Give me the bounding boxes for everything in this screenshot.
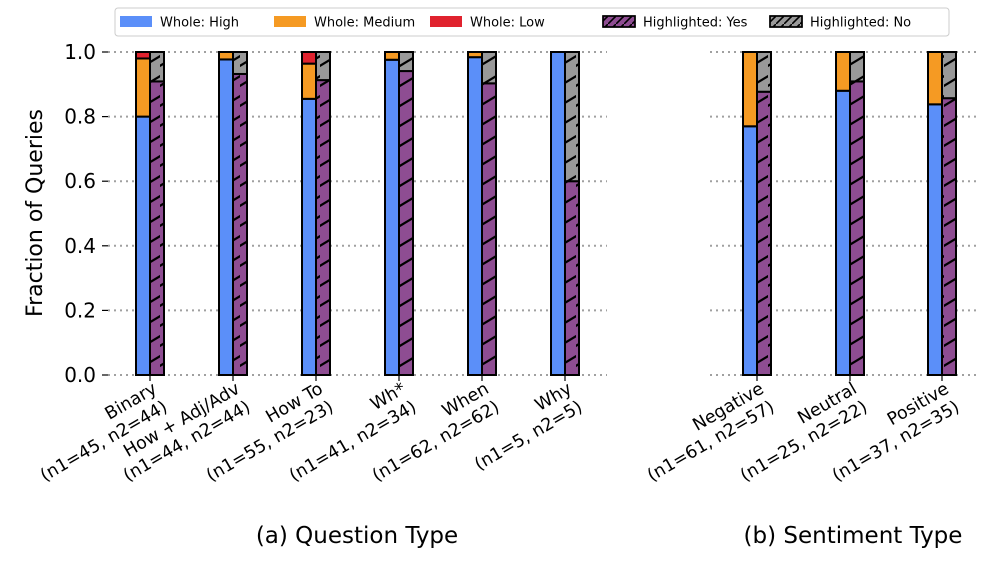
y-tick-label: 0.4 bbox=[64, 234, 96, 258]
legend-label: Whole: High bbox=[160, 16, 239, 31]
title-question-type: (a) Question Type bbox=[256, 523, 458, 549]
bar-highlighted-yes-hatch bbox=[232, 72, 248, 377]
y-tick-label: 0.0 bbox=[64, 363, 96, 387]
bar-whole-medium bbox=[301, 62, 317, 100]
bar-highlighted-no-hatch bbox=[315, 51, 331, 82]
bar-highlighted-no-hatch bbox=[756, 51, 772, 93]
legend-swatch-hatch bbox=[769, 15, 803, 28]
bar-whole-high bbox=[135, 115, 151, 376]
legend-swatch-hatch bbox=[602, 15, 636, 28]
bar-highlighted-yes-hatch bbox=[941, 97, 957, 377]
legend-swatch bbox=[430, 16, 462, 27]
bar-whole-medium bbox=[218, 51, 234, 61]
bar-whole-high bbox=[835, 89, 851, 376]
bar-whole-low bbox=[135, 51, 151, 60]
bar-whole-high bbox=[927, 103, 943, 377]
legend-label: Whole: Low bbox=[470, 16, 545, 31]
legend-swatch bbox=[274, 16, 306, 27]
bar-whole-high bbox=[467, 56, 483, 376]
y-tick-label: 0.8 bbox=[64, 105, 96, 129]
bar-whole-medium bbox=[384, 51, 400, 61]
bar-whole-medium bbox=[835, 51, 851, 92]
bar-whole-medium bbox=[927, 51, 943, 106]
bar-whole-medium bbox=[742, 51, 758, 128]
bar-whole-medium bbox=[467, 51, 483, 59]
legend-item: Highlighted: Yes bbox=[602, 15, 748, 31]
bar-highlighted-yes-hatch bbox=[315, 79, 331, 376]
y-tick-label: 0.2 bbox=[64, 298, 96, 322]
legend-item: Highlighted: No bbox=[769, 15, 911, 31]
bar-highlighted-no-hatch bbox=[564, 51, 580, 183]
bar-whole-high bbox=[301, 97, 317, 377]
title-sentiment-type: (b) Sentiment Type bbox=[744, 523, 963, 549]
legend-item: Whole: Medium bbox=[274, 16, 415, 31]
bar-highlighted-no-hatch bbox=[398, 51, 414, 73]
bar-highlighted-no-hatch bbox=[149, 51, 165, 83]
legend-label: Whole: Medium bbox=[314, 16, 415, 31]
bar-highlighted-no-hatch bbox=[941, 51, 957, 100]
bar-highlighted-yes-hatch bbox=[481, 82, 497, 377]
y-tick-label: 0.6 bbox=[64, 169, 96, 193]
bar-highlighted-yes-hatch bbox=[849, 80, 865, 376]
bar-whole-high bbox=[218, 58, 234, 377]
legend-swatch bbox=[120, 16, 152, 27]
bar-highlighted-yes-hatch bbox=[398, 70, 414, 376]
bar-highlighted-yes-hatch bbox=[149, 80, 165, 376]
legend-label: Highlighted: No bbox=[810, 16, 911, 31]
bar-whole-medium bbox=[135, 57, 151, 118]
bar-highlighted-no-hatch bbox=[849, 51, 865, 83]
bar-whole-low bbox=[301, 51, 317, 65]
bar-highlighted-yes-hatch bbox=[564, 180, 580, 376]
bar-highlighted-no-hatch bbox=[232, 51, 248, 75]
legend-item: Whole: High bbox=[120, 16, 239, 31]
bar-whole-high bbox=[550, 51, 566, 376]
bar-whole-high bbox=[742, 125, 758, 377]
bar-highlighted-no-hatch bbox=[481, 51, 497, 85]
legend-item: Whole: Low bbox=[430, 16, 545, 31]
plot-sentiment-type: Negative(n1=61, n2=57) Neutral(n1=25, n2=… bbox=[644, 51, 978, 486]
legend-frame bbox=[114, 7, 950, 37]
y-axis-label: Fraction of Queries bbox=[23, 109, 48, 317]
legend-label: Highlighted: Yes bbox=[643, 16, 748, 31]
bar-highlighted-yes-hatch bbox=[756, 90, 772, 376]
bar-whole-high bbox=[384, 58, 400, 376]
legend: Whole: High Whole: Medium Whole: Low Highli… bbox=[114, 7, 950, 37]
y-tick-label: 1.0 bbox=[64, 40, 96, 64]
